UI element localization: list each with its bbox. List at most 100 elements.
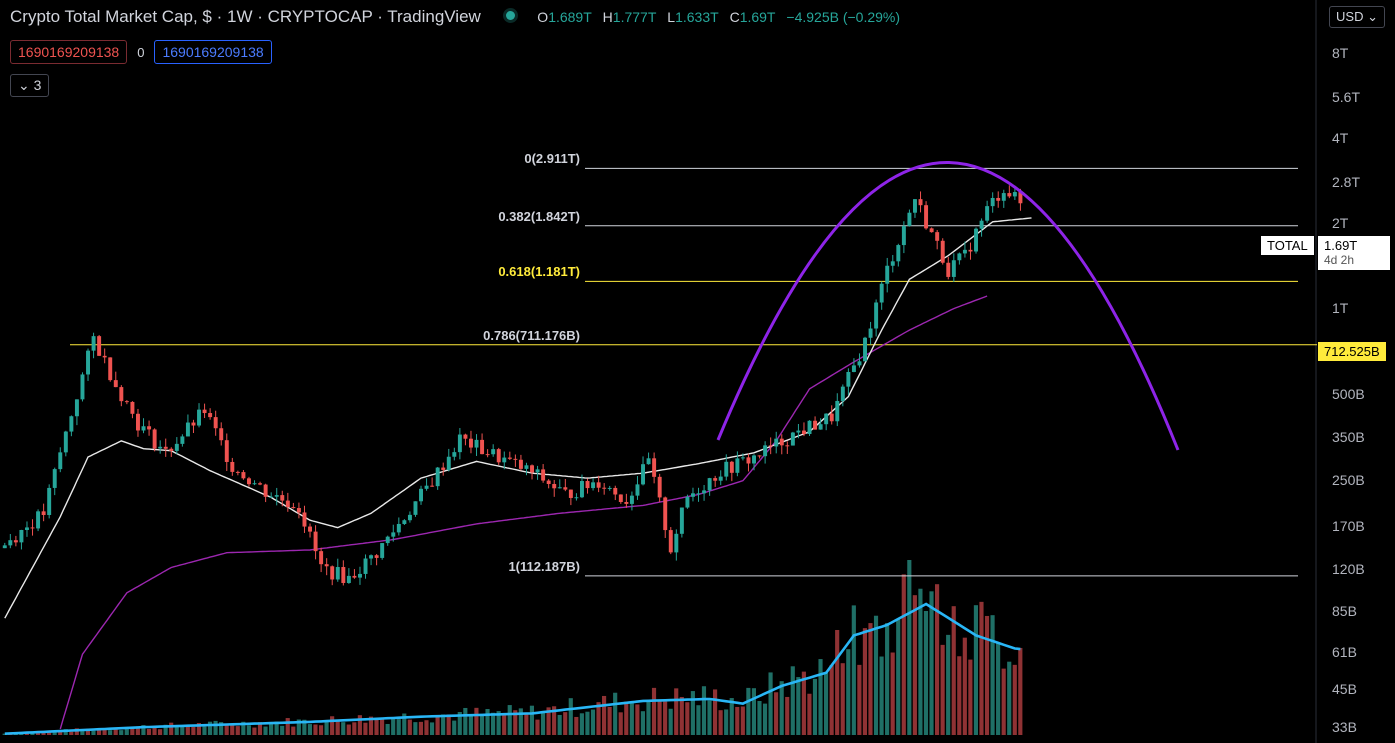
candle-body xyxy=(785,445,790,447)
candle-body xyxy=(629,495,634,504)
volume-bar xyxy=(646,700,651,735)
volume-bar xyxy=(640,711,645,735)
volume-bar xyxy=(557,714,562,735)
candle-body xyxy=(202,409,207,414)
volume-bar xyxy=(790,666,795,735)
open-value: 1.689T xyxy=(548,9,592,25)
volume-bar xyxy=(396,719,401,735)
candle-body xyxy=(668,530,673,553)
volume-bar xyxy=(774,692,779,735)
candle-body xyxy=(341,567,346,583)
candle-body xyxy=(979,220,984,229)
candle-body xyxy=(580,481,584,498)
buy-button[interactable]: 1690169209138 xyxy=(154,40,272,64)
candle-body xyxy=(419,488,423,502)
volume-bar xyxy=(152,726,157,735)
price-axis-tick: 85B xyxy=(1332,603,1357,619)
volume-bar xyxy=(701,686,707,735)
volume-bar xyxy=(968,659,973,735)
volume-bar xyxy=(257,722,263,735)
candle-body xyxy=(685,496,690,508)
volume-bar xyxy=(657,701,662,735)
candle-body xyxy=(552,483,557,489)
candle-body xyxy=(108,357,113,381)
candle-body xyxy=(113,380,118,388)
candle-body xyxy=(480,439,485,455)
candle-body xyxy=(219,428,224,441)
volume-bar xyxy=(457,712,462,735)
candle-body xyxy=(163,446,168,449)
price-axis-tick: 170B xyxy=(1332,518,1365,534)
candle-body xyxy=(324,564,329,567)
volume-bar xyxy=(1007,661,1012,735)
candle-body xyxy=(235,471,240,473)
candle-body xyxy=(863,337,867,362)
volume-bar xyxy=(940,644,945,735)
volume-bar xyxy=(385,723,390,735)
arc-drawing[interactable] xyxy=(716,161,1180,451)
volume-bar xyxy=(1018,647,1023,735)
volume-bar xyxy=(318,725,324,735)
candle-body xyxy=(141,426,146,431)
indicators-count: 3 xyxy=(33,77,42,93)
volume-bar xyxy=(935,584,940,735)
candle-body xyxy=(735,458,740,473)
candle-body xyxy=(469,438,473,448)
volume-bar xyxy=(563,712,568,735)
candle-body xyxy=(957,253,962,261)
volume-bar xyxy=(518,708,523,735)
candle-body xyxy=(541,469,546,481)
volume-bar xyxy=(690,691,695,735)
volume-bar xyxy=(885,623,890,735)
candle-body xyxy=(890,261,895,266)
candle-body xyxy=(807,420,812,435)
volume-bar xyxy=(807,693,812,735)
candle-body xyxy=(47,487,52,516)
price-axis-tick: 350B xyxy=(1332,429,1365,445)
volume-bar xyxy=(596,702,601,735)
volume-bar xyxy=(402,713,407,735)
volume-bar xyxy=(274,721,279,735)
candle-body xyxy=(230,461,235,472)
candle-body xyxy=(663,497,668,531)
candle-body xyxy=(968,249,973,252)
candle-body xyxy=(74,399,79,417)
candle-body xyxy=(940,240,945,263)
candle-body xyxy=(208,413,213,418)
volume-bar xyxy=(191,726,196,735)
currency-selector[interactable]: USD ⌄ xyxy=(1329,6,1385,28)
candle-body xyxy=(41,511,46,516)
volume-bar xyxy=(207,721,213,735)
candle-body xyxy=(2,545,7,549)
candle-body xyxy=(1007,193,1012,197)
candle-body xyxy=(613,487,618,495)
candle-body xyxy=(607,487,612,489)
candle-body xyxy=(463,434,468,439)
candle-body xyxy=(929,228,934,233)
ohlc-readout: O1.689T H1.777T L1.633T C1.69T −4.925B (… xyxy=(537,9,907,25)
candle-body xyxy=(274,495,279,497)
candle-body xyxy=(585,481,590,489)
candle-body xyxy=(818,424,823,430)
indicators-toggle[interactable]: ⌄ 3 xyxy=(10,74,50,97)
candle-body xyxy=(308,526,312,532)
volume-bar xyxy=(990,615,995,735)
candle-body xyxy=(52,469,57,488)
volume-bar xyxy=(108,730,113,735)
sell-button[interactable]: 1690169209138 xyxy=(10,40,128,64)
volume-bar xyxy=(391,717,396,735)
candle-body xyxy=(568,489,573,498)
volume-bars xyxy=(2,560,1023,735)
candle-body xyxy=(302,512,307,527)
volume-bar xyxy=(574,716,579,735)
candle-body xyxy=(391,532,396,537)
price-axis-tick: 250B xyxy=(1332,472,1365,488)
candle-body xyxy=(718,476,723,481)
volume-bar xyxy=(357,715,362,735)
candle-body xyxy=(679,507,684,534)
candle-body xyxy=(435,467,440,487)
symbol-title[interactable]: Crypto Total Market Cap, $ · 1W · CRYPTO… xyxy=(10,7,481,26)
volume-bar xyxy=(718,710,723,735)
fib-retracement[interactable] xyxy=(70,167,1317,577)
